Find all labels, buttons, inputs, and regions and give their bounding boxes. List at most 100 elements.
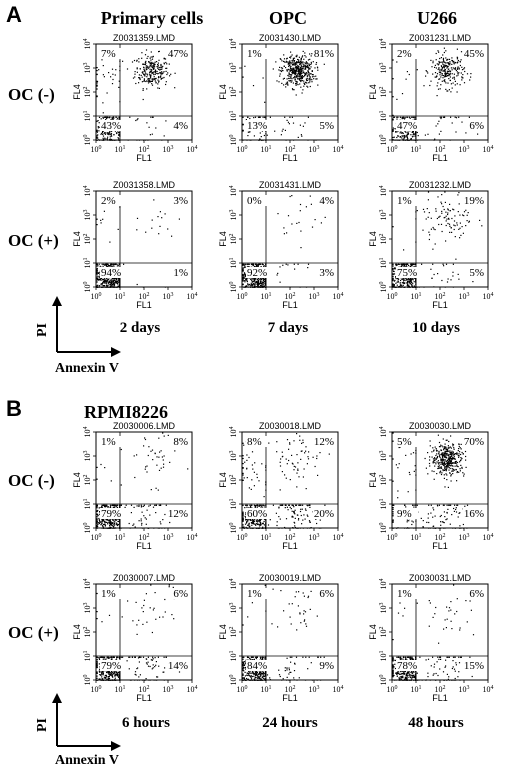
event-dot — [440, 459, 442, 461]
quadrant-label-bg — [463, 48, 485, 59]
event-dot — [99, 273, 101, 275]
event-dot — [452, 263, 454, 265]
event-dot — [96, 82, 98, 84]
event-dot — [155, 127, 157, 129]
event-dot — [451, 231, 453, 233]
event-dot — [112, 519, 114, 521]
event-dot — [151, 66, 153, 68]
event-dot — [312, 61, 314, 63]
event-dot — [256, 263, 258, 265]
event-dot — [449, 450, 451, 452]
event-dot — [110, 118, 112, 121]
event-dot — [252, 520, 254, 522]
event-dot — [467, 212, 469, 214]
event-dot — [449, 203, 451, 205]
event-dot — [261, 282, 263, 284]
event-dot — [407, 286, 409, 288]
event-dot — [438, 60, 440, 63]
event-dot — [96, 70, 98, 72]
event-dot — [438, 446, 441, 448]
event-dot — [438, 120, 440, 122]
y-tick-label: 100 — [379, 282, 388, 293]
event-dot — [305, 446, 307, 448]
event-dot — [109, 527, 111, 529]
event-dot — [406, 284, 409, 286]
event-dot — [400, 265, 402, 268]
event-dot — [106, 286, 108, 288]
event-dot — [446, 448, 448, 451]
event-dot — [395, 277, 397, 279]
event-dot — [113, 265, 115, 267]
event-dot — [293, 60, 295, 62]
event-dot — [445, 57, 447, 59]
event-dot — [414, 132, 416, 134]
y-tick-exponent: 3 — [83, 210, 89, 213]
caption-7-days: 7 days — [268, 320, 309, 336]
event-dot — [146, 57, 148, 59]
event-dot — [157, 87, 159, 89]
event-dot — [288, 527, 290, 529]
dot-plot-3: 2% 45%47% 6%Z0031231.LMD100100101101102102… — [368, 33, 494, 163]
event-dot — [443, 464, 445, 466]
event-dot — [100, 278, 103, 280]
event-dot — [434, 461, 436, 464]
event-dot — [300, 79, 302, 82]
event-dot — [440, 470, 442, 472]
event-dot — [285, 477, 287, 479]
quadrant-label-bg — [246, 267, 268, 278]
event-dot — [452, 443, 454, 445]
event-dot — [438, 51, 440, 53]
event-dot — [163, 71, 165, 73]
event-dot — [112, 78, 114, 81]
event-dot — [118, 134, 120, 136]
caption-10-days: 10 days — [412, 320, 460, 336]
event-dot — [296, 83, 298, 85]
event-dot — [107, 263, 109, 265]
event-dot — [449, 61, 451, 63]
event-dot — [292, 504, 294, 506]
event-dot — [114, 263, 116, 265]
quadrant-percent-lower-left: 60% — [247, 508, 267, 520]
event-dot — [109, 519, 111, 521]
event-dot — [286, 78, 288, 80]
event-dot — [445, 446, 447, 448]
event-dot — [406, 136, 408, 138]
event-dot — [282, 264, 284, 266]
event-dot — [443, 208, 445, 211]
event-dot — [114, 139, 116, 141]
event-dot — [453, 224, 455, 226]
event-dot — [294, 522, 296, 524]
event-dot — [281, 471, 283, 473]
event-dot — [291, 60, 293, 62]
event-dot — [96, 224, 98, 226]
event-dot — [308, 67, 310, 69]
event-dot — [103, 285, 105, 287]
event-dot — [257, 264, 259, 266]
quadrant-percent-upper-left: 2% — [101, 195, 116, 207]
event-dot — [154, 453, 156, 455]
event-dot — [446, 462, 448, 465]
event-dot — [451, 63, 453, 65]
event-dot — [167, 72, 169, 74]
event-dot — [448, 78, 450, 80]
event-dot — [442, 70, 444, 72]
event-dot — [292, 68, 295, 70]
event-dot — [101, 506, 103, 508]
event-dot — [163, 63, 165, 65]
event-dot — [259, 139, 261, 141]
event-dot — [101, 525, 104, 527]
event-dot — [452, 286, 454, 288]
event-dot — [108, 286, 110, 288]
event-dot — [242, 279, 244, 281]
event-dot — [447, 278, 449, 280]
event-dot — [140, 74, 142, 76]
event-dot — [116, 280, 118, 283]
event-dot — [263, 266, 265, 268]
event-dot — [402, 138, 404, 140]
event-dot — [161, 67, 163, 69]
event-dot — [456, 464, 458, 466]
event-dot — [142, 88, 144, 90]
event-dot — [242, 467, 244, 469]
event-dot — [244, 523, 247, 525]
